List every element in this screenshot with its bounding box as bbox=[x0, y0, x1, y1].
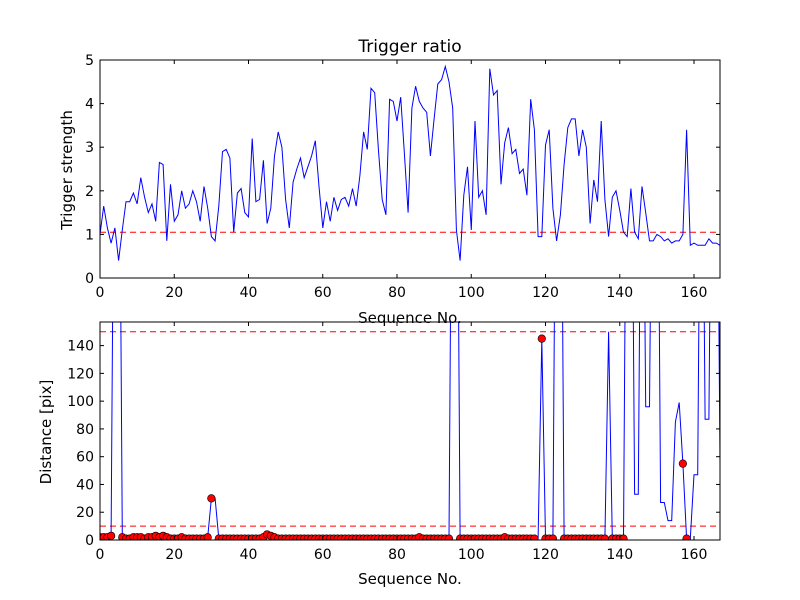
top-axes-frame bbox=[99, 59, 721, 279]
bottom-x-tick-label: 160 bbox=[681, 547, 708, 563]
top-y-tick-label: 4 bbox=[85, 97, 94, 113]
top-y-tick-label: 2 bbox=[85, 184, 94, 200]
bottom-x-tick-label: 0 bbox=[96, 547, 105, 563]
bottom-x-axis-label: Sequence No. bbox=[358, 570, 462, 588]
bottom-data-point bbox=[678, 459, 687, 468]
bottom-data-point bbox=[203, 533, 212, 540]
top-x-tick-label: 120 bbox=[532, 285, 559, 301]
bottom-y-tick-label: 20 bbox=[76, 505, 94, 521]
top-x-tick-label: 100 bbox=[458, 285, 485, 301]
bottom-plot-content bbox=[100, 322, 720, 540]
bottom-data-point bbox=[530, 534, 539, 540]
bottom-y-tick-label: 80 bbox=[76, 422, 94, 438]
top-x-axis-label: Sequence No. bbox=[358, 309, 462, 327]
top-x-tick-label: 80 bbox=[388, 285, 406, 301]
bottom-data-point bbox=[619, 534, 628, 540]
top-x-tick-label: 140 bbox=[606, 285, 633, 301]
bottom-axes-frame bbox=[99, 321, 721, 541]
chart-title: Trigger ratio bbox=[357, 37, 461, 57]
bottom-plot-area: 0 20 40 60 80 100 120 140 160 0 20 40 60 80 100 120 140 bbox=[67, 321, 721, 563]
bottom-y-tick-label: 140 bbox=[67, 339, 94, 355]
bottom-x-tick-label: 140 bbox=[606, 547, 633, 563]
top-chart-panel: Trigger ratio 0 20 40 60 80 100 120 140 160 0 1 2 3 4… bbox=[58, 37, 721, 327]
top-x-tick-label: 40 bbox=[240, 285, 258, 301]
bottom-y-tick-label: 100 bbox=[67, 394, 94, 410]
top-y-tick-label: 5 bbox=[85, 53, 94, 69]
bottom-data-point bbox=[682, 534, 691, 540]
bottom-y-tick-label: 120 bbox=[67, 366, 94, 382]
top-y-tick-label: 3 bbox=[85, 140, 94, 156]
bottom-series-line bbox=[100, 322, 720, 540]
bottom-y-tick-label: 0 bbox=[85, 533, 94, 549]
bottom-data-point bbox=[600, 534, 610, 540]
top-y-tick-label: 0 bbox=[85, 271, 94, 287]
bottom-data-point bbox=[107, 531, 116, 540]
bottom-chart-panel: 0 20 40 60 80 100 120 140 160020406080100120140 … bbox=[37, 321, 721, 588]
bottom-data-point bbox=[444, 534, 454, 540]
bottom-x-tick-label: 60 bbox=[314, 547, 332, 563]
top-x-tick-label: 20 bbox=[165, 285, 183, 301]
bottom-data-point bbox=[207, 494, 216, 503]
bottom-x-tick-label: 40 bbox=[240, 547, 258, 563]
top-plot-area: 0 20 40 60 80 100 120 140 160 0 1 2 3 4 5 bbox=[85, 53, 721, 301]
bottom-y-tick-label: 40 bbox=[76, 477, 94, 493]
bottom-data-point bbox=[548, 534, 558, 540]
bottom-x-tick-label: 80 bbox=[388, 547, 406, 563]
top-series-line bbox=[100, 64, 720, 261]
bottom-x-tick-label: 100 bbox=[458, 547, 485, 563]
bottom-x-tick-label: 20 bbox=[165, 547, 183, 563]
top-y-tick-label: 1 bbox=[85, 227, 94, 243]
bottom-x-tick-label: 120 bbox=[532, 547, 559, 563]
top-x-tick-label: 160 bbox=[681, 285, 708, 301]
top-plot-content bbox=[100, 64, 720, 261]
bottom-data-point bbox=[537, 334, 546, 343]
top-x-tick-label: 0 bbox=[96, 285, 105, 301]
top-y-axis-label: Trigger strength bbox=[58, 110, 76, 231]
bottom-y-axis-label: Distance [pix] bbox=[37, 380, 55, 485]
top-x-tick-label: 60 bbox=[314, 285, 332, 301]
bottom-y-tick-label: 60 bbox=[76, 450, 94, 466]
